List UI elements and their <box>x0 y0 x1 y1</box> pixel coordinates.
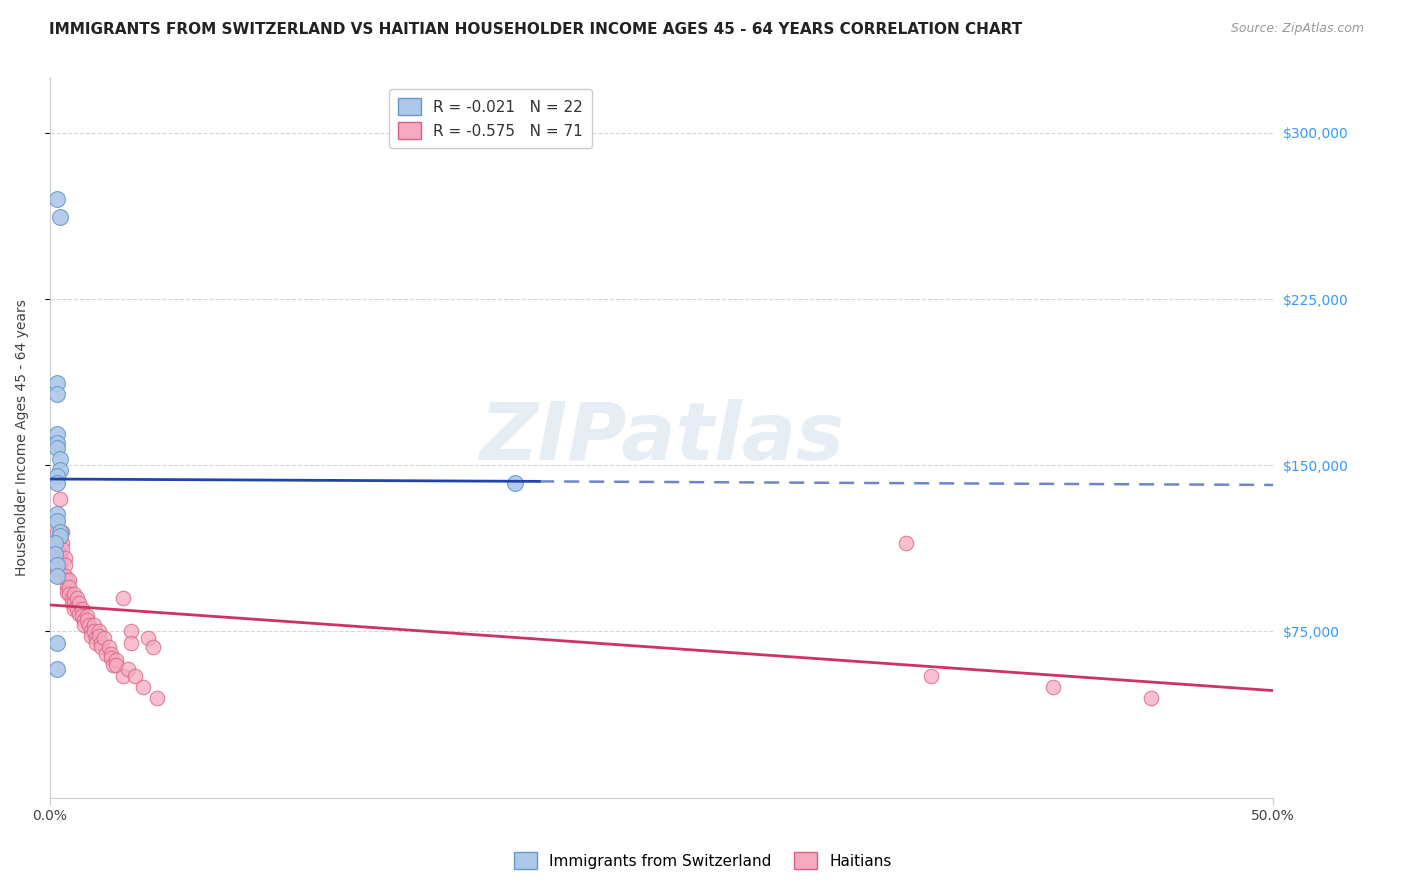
Point <box>46 547 69 561</box>
Point <box>46 524 69 539</box>
Point <box>67 596 90 610</box>
Point <box>48 463 70 477</box>
Point <box>48 210 70 224</box>
Point <box>73 617 96 632</box>
Point <box>86 631 108 645</box>
Point <box>46 427 69 442</box>
Point <box>90 635 112 649</box>
Point <box>46 192 69 206</box>
Point <box>1140 690 1163 705</box>
Point <box>46 436 69 450</box>
Point <box>46 558 69 572</box>
Point <box>46 469 69 483</box>
Point <box>56 584 79 599</box>
Point <box>48 551 70 566</box>
Point <box>46 514 69 528</box>
Point <box>46 569 69 583</box>
Point <box>58 580 80 594</box>
Point <box>44 547 66 561</box>
Point <box>120 624 142 639</box>
Point <box>66 602 89 616</box>
Y-axis label: Householder Income Ages 45 - 64 years: Householder Income Ages 45 - 64 years <box>15 299 30 576</box>
Point <box>76 609 98 624</box>
Point <box>58 574 80 588</box>
Point <box>112 669 135 683</box>
Point <box>46 562 69 576</box>
Point <box>60 596 83 610</box>
Point <box>56 580 79 594</box>
Point <box>76 613 98 627</box>
Point <box>56 574 79 588</box>
Point <box>48 558 70 572</box>
Point <box>120 635 142 649</box>
Point <box>46 662 69 676</box>
Point <box>46 542 69 557</box>
Point <box>48 529 70 543</box>
Point <box>97 640 120 654</box>
Point <box>896 536 918 550</box>
Point <box>46 475 69 490</box>
Point <box>104 657 127 672</box>
Point <box>63 602 86 616</box>
Point <box>86 635 108 649</box>
Point <box>46 635 69 649</box>
Point <box>103 657 125 672</box>
Point <box>60 591 83 606</box>
Point <box>63 596 86 610</box>
Point <box>48 491 70 506</box>
Point <box>94 647 117 661</box>
Point <box>53 551 76 566</box>
Point <box>90 640 112 654</box>
Point <box>503 475 526 490</box>
Point <box>46 441 69 455</box>
Point <box>87 624 110 639</box>
Point <box>46 551 69 566</box>
Point <box>87 629 110 643</box>
Point <box>77 617 100 632</box>
Point <box>117 662 139 676</box>
Text: IMMIGRANTS FROM SWITZERLAND VS HAITIAN HOUSEHOLDER INCOME AGES 45 - 64 YEARS COR: IMMIGRANTS FROM SWITZERLAND VS HAITIAN H… <box>49 22 1022 37</box>
Text: Source: ZipAtlas.com: Source: ZipAtlas.com <box>1230 22 1364 36</box>
Point <box>46 536 69 550</box>
Point <box>80 624 103 639</box>
Point <box>46 376 69 391</box>
Point <box>1042 680 1064 694</box>
Point <box>136 631 159 645</box>
Point <box>44 536 66 550</box>
Point <box>70 602 93 616</box>
Legend: Immigrants from Switzerland, Haitians: Immigrants from Switzerland, Haitians <box>508 846 898 875</box>
Point <box>920 669 942 683</box>
Point <box>100 647 122 661</box>
Point <box>93 631 115 645</box>
Point <box>51 524 73 539</box>
Point <box>124 669 146 683</box>
Point <box>73 613 96 627</box>
Point <box>48 569 70 583</box>
Point <box>46 387 69 401</box>
Point <box>63 587 86 601</box>
Point <box>53 569 76 583</box>
Point <box>46 507 69 521</box>
Point <box>48 451 70 466</box>
Point <box>146 690 169 705</box>
Point <box>112 591 135 606</box>
Point <box>48 524 70 539</box>
Point <box>51 542 73 557</box>
Point <box>66 591 89 606</box>
Point <box>142 640 165 654</box>
Point <box>83 617 105 632</box>
Point <box>51 536 73 550</box>
Point <box>46 514 69 528</box>
Point <box>100 651 122 665</box>
Legend: R = -0.021   N = 22, R = -0.575   N = 71: R = -0.021 N = 22, R = -0.575 N = 71 <box>388 88 592 148</box>
Point <box>104 653 127 667</box>
Point <box>58 587 80 601</box>
Point <box>70 609 93 624</box>
Point <box>132 680 155 694</box>
Point <box>80 629 103 643</box>
Point <box>53 558 76 572</box>
Point <box>83 624 105 639</box>
Text: ZIPatlas: ZIPatlas <box>479 399 844 476</box>
Point <box>67 607 90 621</box>
